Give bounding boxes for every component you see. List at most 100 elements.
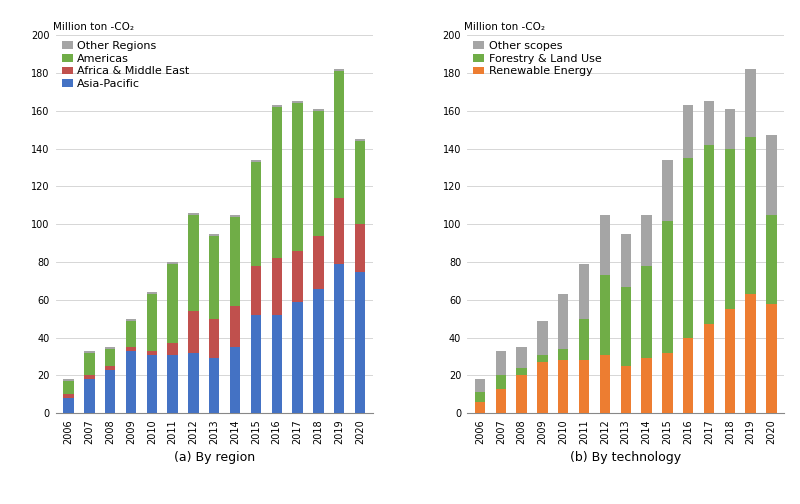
Bar xyxy=(517,368,527,375)
X-axis label: (a) By region: (a) By region xyxy=(174,451,255,464)
Bar xyxy=(126,319,136,321)
Bar xyxy=(355,272,366,413)
Bar xyxy=(146,294,157,351)
Bar xyxy=(271,258,282,315)
Bar xyxy=(167,262,178,264)
Bar xyxy=(766,303,777,413)
Bar xyxy=(146,351,157,355)
Bar xyxy=(63,381,74,394)
Bar xyxy=(558,294,569,349)
Legend: Other Regions, Americas, Africa & Middle East, Asia-Pacific: Other Regions, Americas, Africa & Middle… xyxy=(62,41,190,89)
Bar xyxy=(84,353,94,375)
Bar xyxy=(84,351,94,353)
Bar xyxy=(766,136,777,215)
Bar xyxy=(704,145,714,325)
Bar xyxy=(766,215,777,303)
Legend: Other scopes, Forestry & Land Use, Renewable Energy: Other scopes, Forestry & Land Use, Renew… xyxy=(473,41,602,77)
Bar xyxy=(558,349,569,360)
Bar xyxy=(517,375,527,413)
Bar xyxy=(105,366,115,370)
Bar xyxy=(355,224,366,272)
Bar xyxy=(167,355,178,413)
Bar xyxy=(105,347,115,349)
Bar xyxy=(558,360,569,413)
Bar xyxy=(271,315,282,413)
Bar xyxy=(621,287,631,366)
Bar xyxy=(642,358,652,413)
Bar xyxy=(621,366,631,413)
Bar xyxy=(313,109,323,111)
Bar xyxy=(230,347,240,413)
Bar xyxy=(746,137,756,294)
Bar xyxy=(188,215,198,311)
Bar xyxy=(746,294,756,413)
Bar xyxy=(209,358,219,413)
Text: Million ton -CO₂: Million ton -CO₂ xyxy=(464,22,546,32)
Bar xyxy=(84,375,94,379)
Bar xyxy=(209,235,219,319)
Bar xyxy=(621,234,631,287)
Bar xyxy=(250,162,261,266)
Bar xyxy=(250,315,261,413)
Bar xyxy=(250,160,261,162)
Bar xyxy=(63,398,74,413)
Bar xyxy=(579,360,590,413)
Bar xyxy=(334,71,345,198)
Bar xyxy=(579,319,590,360)
Bar xyxy=(495,351,506,375)
Bar xyxy=(662,220,673,353)
Bar xyxy=(146,292,157,294)
Bar xyxy=(188,311,198,353)
Bar xyxy=(746,69,756,137)
Bar xyxy=(517,347,527,368)
Bar xyxy=(474,402,485,413)
Bar xyxy=(683,105,694,158)
Bar xyxy=(495,375,506,389)
Bar xyxy=(538,321,548,355)
Bar xyxy=(725,149,735,309)
Bar xyxy=(230,217,240,305)
Bar xyxy=(579,264,590,319)
Bar xyxy=(63,394,74,398)
Bar xyxy=(126,351,136,413)
Bar xyxy=(250,266,261,315)
Bar xyxy=(495,389,506,413)
Bar xyxy=(292,250,302,302)
Bar xyxy=(188,213,198,215)
Bar xyxy=(642,266,652,358)
Bar xyxy=(538,355,548,362)
Bar xyxy=(271,105,282,107)
Bar xyxy=(642,215,652,266)
Bar xyxy=(292,302,302,413)
Bar xyxy=(683,338,694,413)
Bar xyxy=(84,379,94,413)
Bar xyxy=(188,353,198,413)
Bar xyxy=(704,325,714,413)
Bar xyxy=(105,370,115,413)
Bar xyxy=(600,215,610,275)
Bar xyxy=(334,264,345,413)
Bar xyxy=(662,160,673,221)
Bar xyxy=(725,109,735,149)
Bar xyxy=(126,347,136,351)
Bar xyxy=(313,288,323,413)
Bar xyxy=(209,319,219,358)
Bar xyxy=(538,362,548,413)
Bar xyxy=(725,309,735,413)
Bar xyxy=(230,305,240,347)
Bar xyxy=(355,141,366,224)
Bar xyxy=(167,264,178,343)
Bar xyxy=(474,379,485,393)
Bar xyxy=(105,349,115,366)
Bar xyxy=(292,101,302,103)
Bar xyxy=(662,353,673,413)
Bar xyxy=(313,111,323,235)
Bar xyxy=(63,379,74,381)
Text: Million ton -CO₂: Million ton -CO₂ xyxy=(53,22,134,32)
Bar xyxy=(334,69,345,71)
Bar xyxy=(600,275,610,355)
Bar xyxy=(683,158,694,338)
Bar xyxy=(230,215,240,217)
Bar xyxy=(474,393,485,402)
Bar xyxy=(146,355,157,413)
